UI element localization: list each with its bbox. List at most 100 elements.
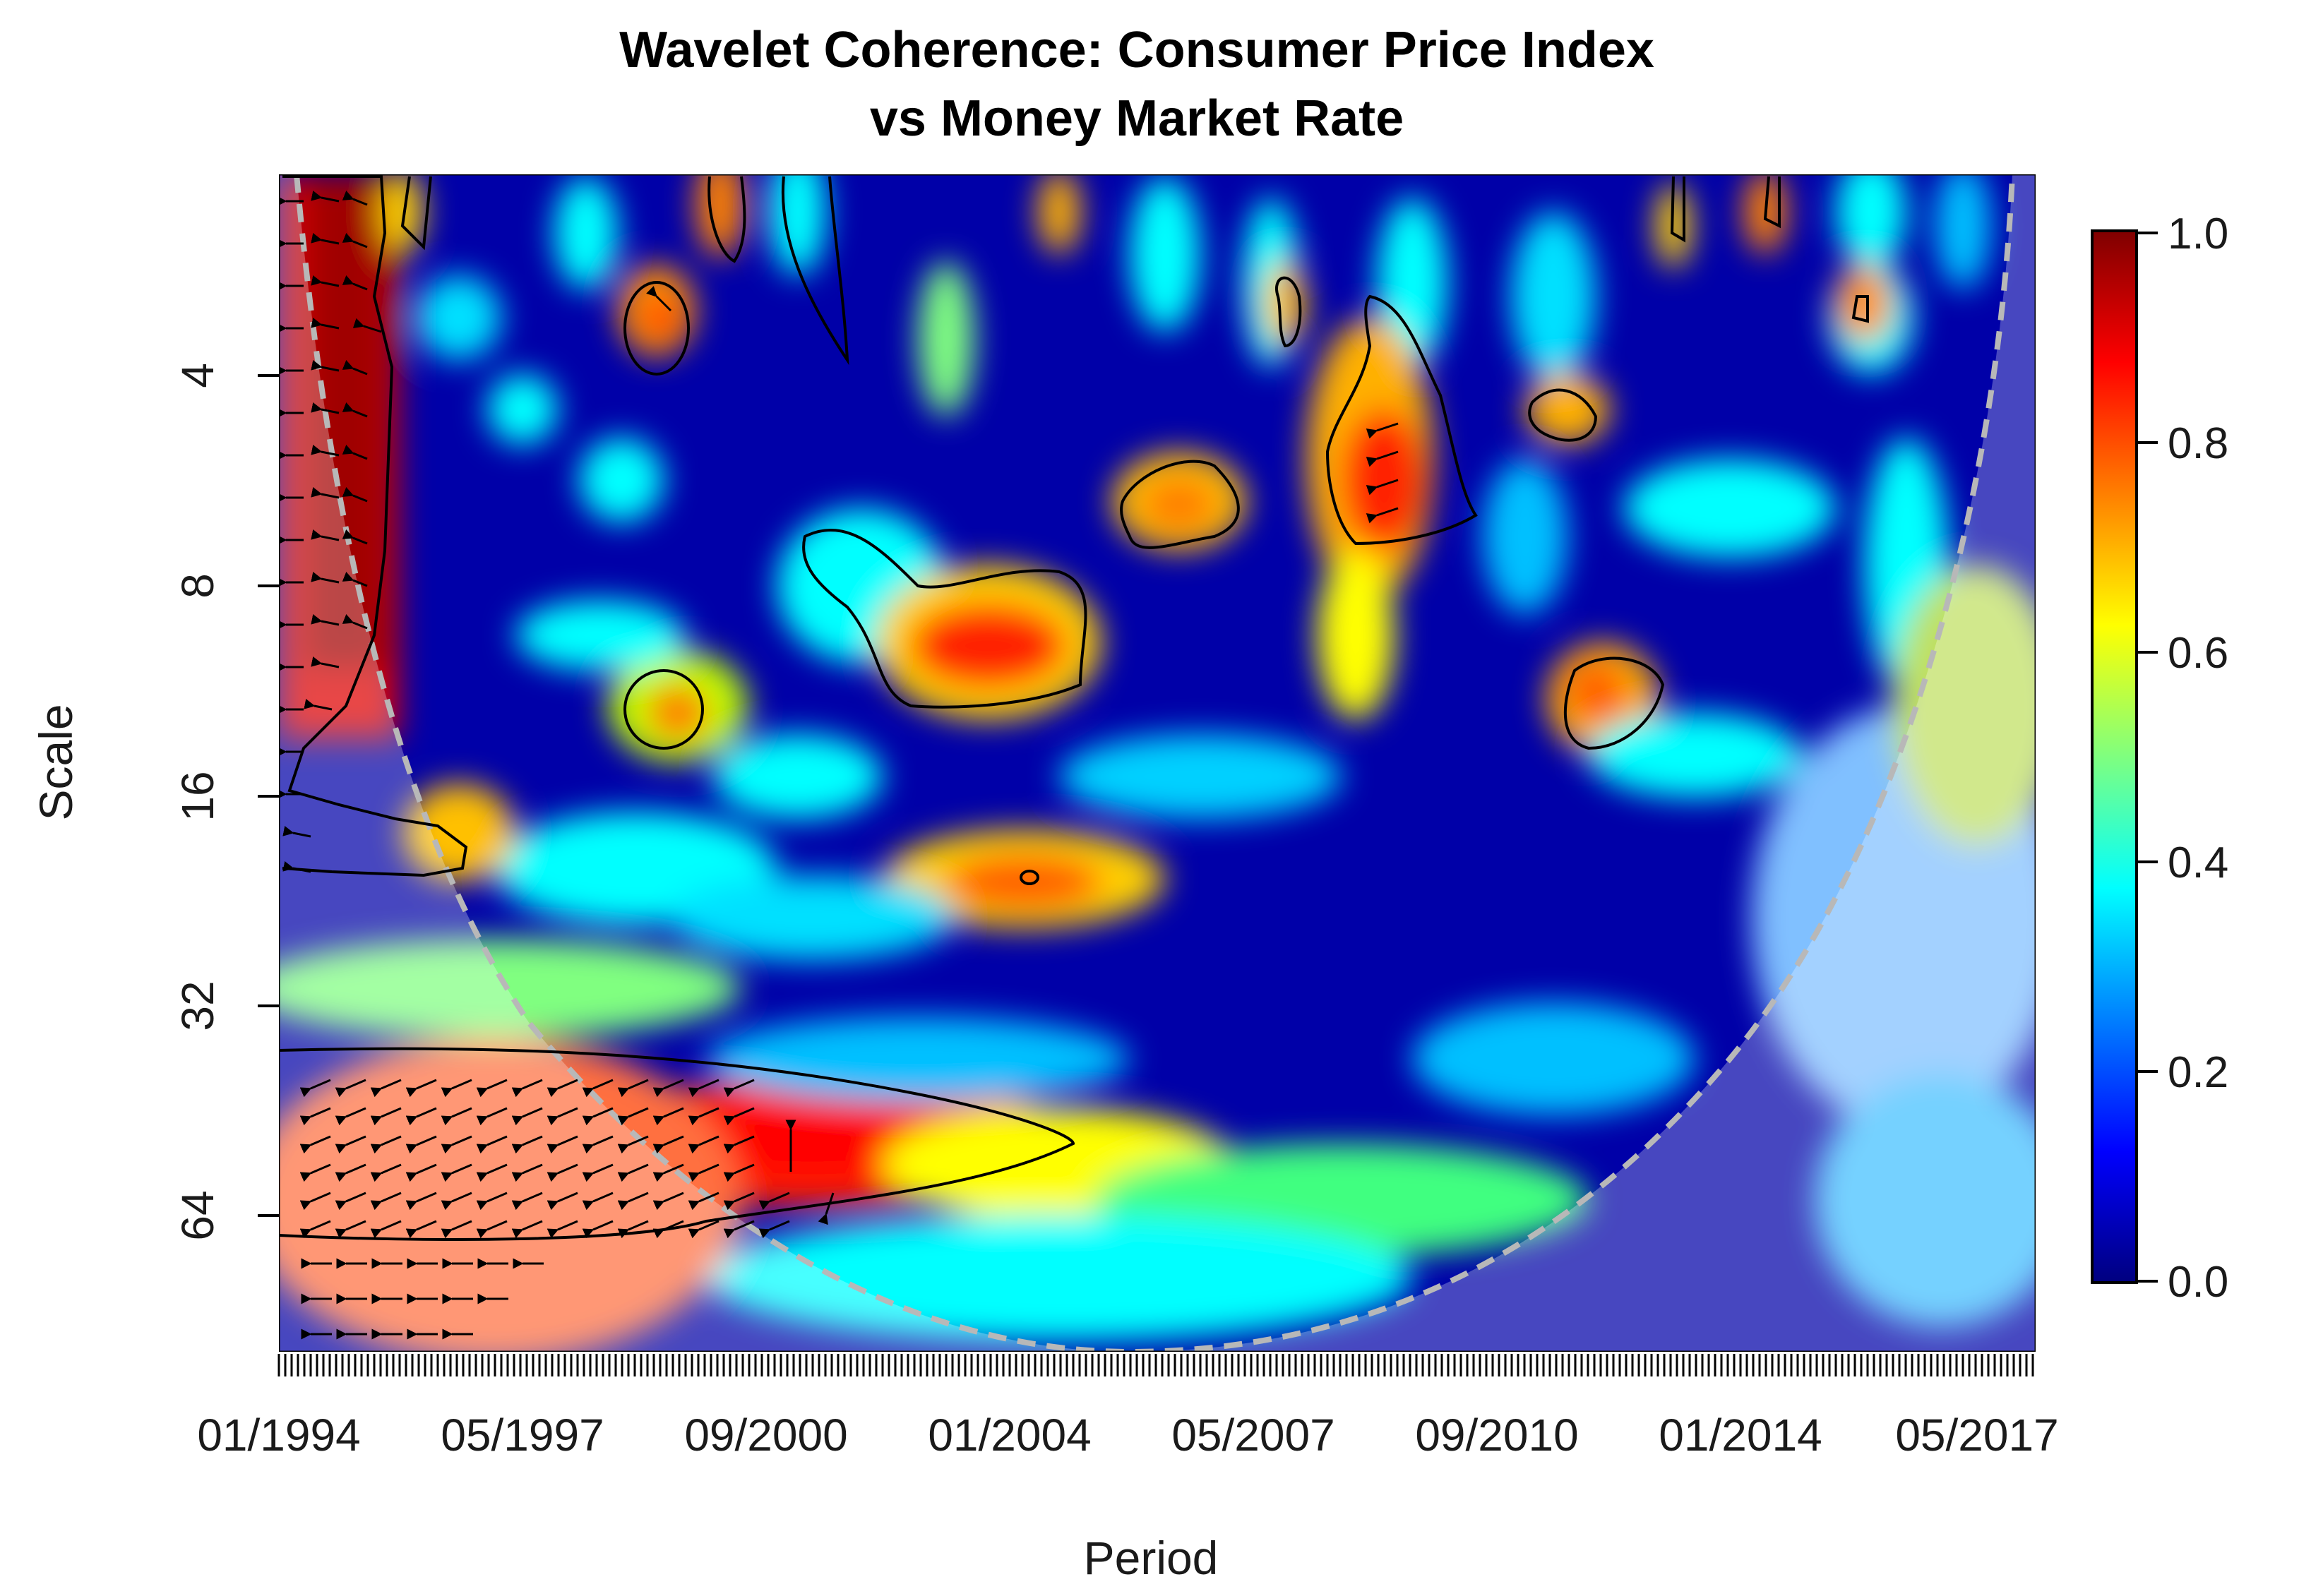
- phase-arrow: [688, 1079, 719, 1098]
- colorbar-gradient: [2091, 229, 2138, 1284]
- phase-arrow: [335, 1192, 366, 1211]
- phase-arrow: [441, 1135, 472, 1154]
- phase-arrow: [617, 1192, 649, 1211]
- phase-arrow: [370, 1135, 402, 1154]
- phase-arrow: [405, 1192, 437, 1211]
- colorbar: 1.0 0.8 0.6 0.4 0.2 0.0: [2091, 210, 2228, 1307]
- cone-of-influence: [294, 174, 2015, 1352]
- phase-arrow: [723, 1107, 755, 1126]
- phase-arrow: [335, 1107, 366, 1126]
- phase-arrow: [723, 1220, 755, 1239]
- x-axis-tick-labels: 01/1994 05/1997 09/2000 01/2004 05/2007 …: [197, 1410, 2058, 1460]
- phase-arrow: [723, 1192, 755, 1211]
- phase-arrow: [511, 1192, 543, 1211]
- phase-arrow: [441, 1220, 472, 1239]
- phase-arrow: [335, 1163, 366, 1182]
- phase-arrow: [688, 1192, 719, 1211]
- phase-arrow: [617, 1163, 649, 1182]
- x-tick-label: 05/2017: [1895, 1410, 2058, 1460]
- phase-arrow: [476, 1163, 508, 1182]
- phase-arrow: [370, 1220, 402, 1239]
- phase-arrow: [688, 1220, 719, 1239]
- phase-arrow: [652, 1107, 684, 1126]
- chart-title-line2: vs Money Market Rate: [870, 90, 1404, 147]
- phase-arrow: [652, 1220, 684, 1239]
- phase-arrow: [547, 1135, 578, 1154]
- colorbar-tick-label: 0.2: [2168, 1048, 2228, 1097]
- phase-arrow: [511, 1107, 543, 1126]
- x-axis-label: Period: [1084, 1532, 1219, 1584]
- x-tick-label: 05/2007: [1171, 1410, 1334, 1460]
- colorbar-tick-label: 0.6: [2168, 629, 2228, 678]
- x-tick-label: 01/1994: [197, 1410, 360, 1460]
- phase-arrow: [617, 1135, 649, 1154]
- phase-arrow: [476, 1192, 508, 1211]
- phase-arrow: [688, 1135, 719, 1154]
- phase-arrow: [723, 1079, 755, 1098]
- phase-arrows: [279, 190, 1399, 1225]
- phase-arrow: [723, 1163, 755, 1182]
- colorbar-tick-label: 0.4: [2168, 839, 2228, 887]
- phase-arrow: [476, 1135, 508, 1154]
- y-tick-label: 32: [172, 980, 223, 1031]
- phase-arrow: [652, 1135, 684, 1154]
- y-axis-tick-labels: 4 8 16 32 64: [172, 363, 223, 1240]
- phase-arrow: [758, 1192, 790, 1211]
- y-axis-label: Scale: [30, 704, 82, 820]
- phase-arrow: [441, 1163, 472, 1182]
- phase-arrow: [335, 1079, 366, 1098]
- phase-arrows-bottom: [299, 1079, 790, 1340]
- phase-arrow: [511, 1163, 543, 1182]
- colorbar-tick-label: 1.0: [2168, 210, 2228, 258]
- phase-arrow: [476, 1220, 508, 1239]
- phase-arrow: [299, 1192, 331, 1211]
- phase-arrow: [299, 1135, 331, 1154]
- phase-arrow: [652, 1079, 684, 1098]
- y-axis: [258, 374, 279, 1217]
- x-axis-rug: [277, 1354, 2034, 1376]
- phase-arrow: [405, 1163, 437, 1182]
- phase-arrow: [652, 1192, 684, 1211]
- phase-arrow: [511, 1079, 543, 1098]
- phase-arrow: [299, 1079, 331, 1098]
- phase-arrow: [370, 1163, 402, 1182]
- phase-arrow: [299, 1220, 331, 1239]
- phase-arrow: [511, 1135, 543, 1154]
- phase-arrow: [476, 1079, 508, 1098]
- phase-arrow: [758, 1220, 790, 1239]
- phase-arrow: [582, 1192, 614, 1211]
- x-tick-label: 09/2010: [1415, 1410, 1578, 1460]
- phase-arrow: [652, 1163, 684, 1182]
- colorbar-tick-label: 0.0: [2168, 1258, 2228, 1307]
- phase-arrow: [547, 1220, 578, 1239]
- phase-arrow: [476, 1107, 508, 1126]
- phase-arrow: [617, 1107, 649, 1126]
- phase-arrow: [405, 1135, 437, 1154]
- phase-arrow: [370, 1192, 402, 1211]
- phase-arrow: [441, 1107, 472, 1126]
- phase-arrow: [405, 1107, 437, 1126]
- phase-arrow: [441, 1192, 472, 1211]
- phase-arrow: [617, 1220, 649, 1239]
- x-tick-label: 01/2014: [1659, 1410, 1822, 1460]
- phase-arrow: [405, 1220, 437, 1239]
- phase-arrow: [582, 1135, 614, 1154]
- y-tick-label: 64: [172, 1190, 223, 1240]
- phase-arrow: [547, 1163, 578, 1182]
- chart-title-line1: Wavelet Coherence: Consumer Price Index: [619, 22, 1654, 78]
- phase-arrow: [582, 1107, 614, 1126]
- phase-arrow: [370, 1107, 402, 1126]
- phase-arrow: [688, 1107, 719, 1126]
- y-tick-label: 8: [172, 573, 223, 599]
- x-tick-label: 01/2004: [928, 1410, 1091, 1460]
- phase-arrow: [547, 1079, 578, 1098]
- phase-arrow: [299, 1107, 331, 1126]
- phase-arrow: [723, 1135, 755, 1154]
- x-tick-label: 05/1997: [441, 1410, 604, 1460]
- y-tick-label: 16: [172, 771, 223, 821]
- phase-arrow: [547, 1192, 578, 1211]
- phase-arrow: [617, 1079, 649, 1098]
- phase-arrow: [511, 1220, 543, 1239]
- y-tick-label: 4: [172, 363, 223, 388]
- x-tick-label: 09/2000: [684, 1410, 847, 1460]
